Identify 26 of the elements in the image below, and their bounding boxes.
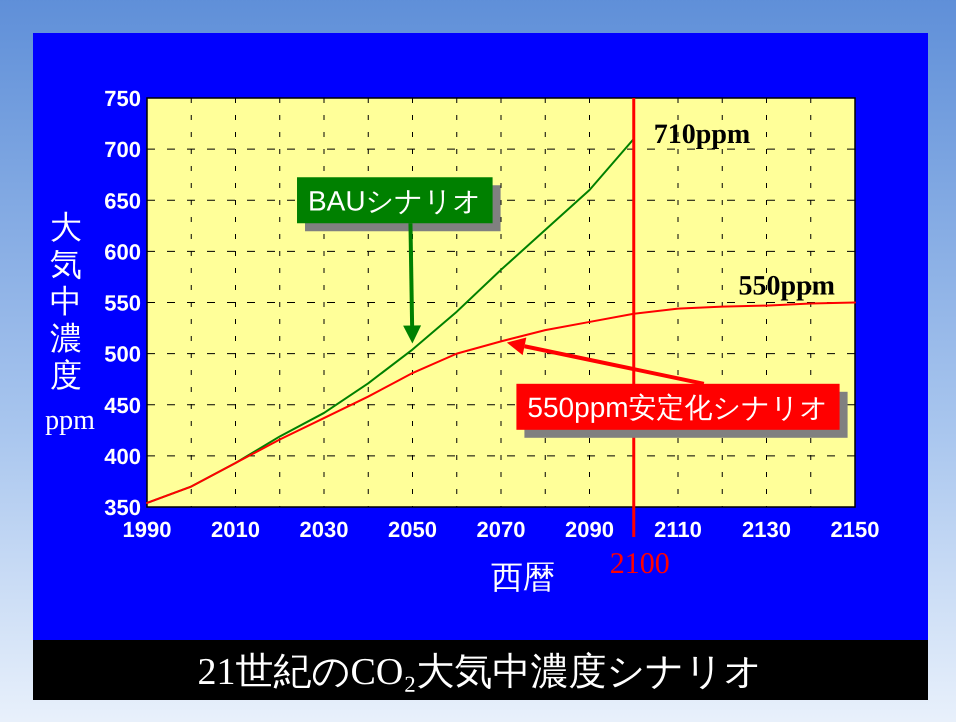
x-tick-label: 2050	[388, 517, 437, 542]
ref-line-label: 2100	[610, 547, 670, 580]
series-label: 550ppm安定化シナリオ	[527, 392, 829, 423]
y-tick-label: 650	[104, 188, 141, 214]
x-tick-label: 2010	[211, 517, 260, 542]
y-tick-label: 700	[104, 137, 141, 162]
y-tick-label: 400	[104, 444, 141, 469]
x-tick-label: 2030	[300, 517, 348, 542]
x-tick-label: 2070	[476, 517, 526, 542]
y-tick-label: 550	[104, 290, 141, 316]
y-tick-label: 350	[104, 495, 141, 520]
x-tick-label: 2110	[654, 517, 702, 542]
series-label: BAUシナリオ	[308, 185, 482, 216]
x-tick-label: 2130	[742, 517, 791, 542]
x-axis-title: 西暦	[491, 559, 555, 595]
y-tick-label: 450	[104, 392, 141, 418]
text: 21世紀のCO₂大気中濃度シナリオ	[197, 651, 763, 693]
annotation: 550ppm	[738, 270, 835, 302]
annotation: 710ppm	[654, 118, 750, 150]
x-tick-label: 1990	[122, 517, 172, 542]
ylabel: 大気中濃度ppm	[45, 209, 95, 436]
x-tick-label: 2150	[830, 517, 880, 542]
y-tick-label: 750	[104, 86, 141, 111]
x-tick-label: 2090	[565, 517, 614, 542]
y-tick-label: 600	[104, 239, 141, 264]
y-tick-label: 500	[104, 342, 141, 367]
